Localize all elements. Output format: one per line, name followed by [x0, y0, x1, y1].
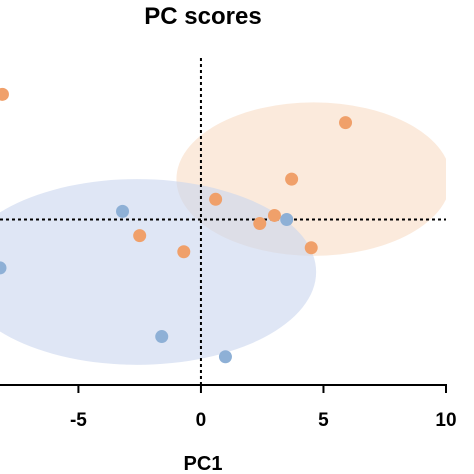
data-point-series-0-4	[267, 208, 281, 222]
confidence-ellipse-1	[0, 179, 317, 365]
data-point-series-1-0	[116, 204, 130, 218]
data-point-series-0-7	[177, 245, 191, 259]
data-point-series-1-3	[155, 330, 169, 344]
data-point-series-0-6	[133, 229, 147, 243]
data-point-series-0-3	[209, 192, 223, 206]
data-point-series-0-5	[253, 217, 267, 231]
x-tick-label: 5	[318, 410, 329, 431]
data-point-series-0-2	[285, 172, 299, 186]
x-tick-label: -5	[70, 410, 87, 431]
data-point-series-0-8	[304, 241, 318, 255]
data-point-series-1-2	[0, 261, 7, 275]
chart-title: PC scores	[144, 3, 261, 30]
x-axis-label: PC1	[184, 453, 223, 474]
data-point-series-1-4	[218, 350, 232, 364]
x-tick-label: 10	[435, 410, 456, 431]
x-tick-label: 0	[196, 410, 207, 431]
data-point-series-0-0	[0, 87, 9, 101]
data-point-series-1-1	[280, 212, 294, 226]
data-point-series-0-1	[339, 116, 353, 130]
